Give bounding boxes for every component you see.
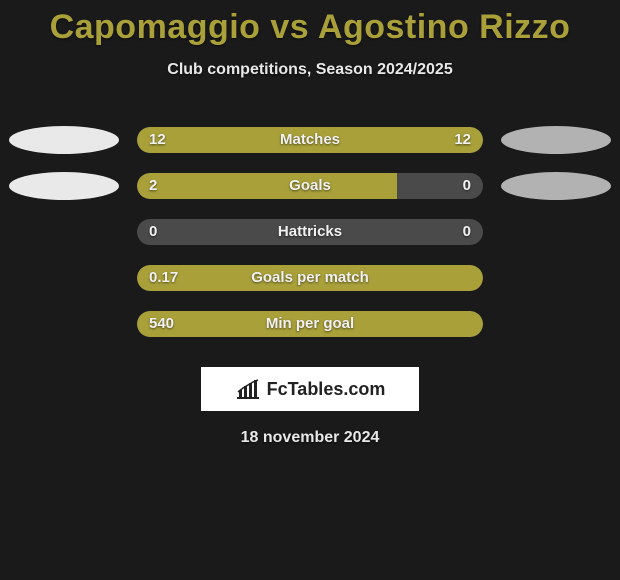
stat-label: Goals per match <box>251 265 369 291</box>
stat-label: Goals <box>289 173 331 199</box>
logo-text: FcTables.com <box>267 379 386 400</box>
stat-value-left: 12 <box>149 127 166 153</box>
stat-bar-matches: 12 Matches 12 <box>137 127 483 153</box>
stat-row-matches: 12 Matches 12 <box>0 117 620 163</box>
bar-chart-icon <box>235 378 261 400</box>
stat-bar-gpm: 0.17 Goals per match <box>137 265 483 291</box>
footer-date: 18 november 2024 <box>0 429 620 447</box>
player-left-oval <box>9 172 119 200</box>
player-right-oval <box>501 126 611 154</box>
player-left-oval <box>9 126 119 154</box>
stat-row-gpm: 0.17 Goals per match <box>0 255 620 301</box>
stat-value-left: 0 <box>149 219 157 245</box>
stat-row-minpg: 540 Min per goal <box>0 301 620 347</box>
bar-fill-left <box>137 173 397 199</box>
source-logo: FcTables.com <box>201 367 419 411</box>
stat-value-right: 0 <box>463 219 471 245</box>
stat-bar-goals: 2 Goals 0 <box>137 173 483 199</box>
stat-value-left: 540 <box>149 311 174 337</box>
stat-bar-minpg: 540 Min per goal <box>137 311 483 337</box>
stat-row-hattricks: 0 Hattricks 0 <box>0 209 620 255</box>
stat-value-left: 2 <box>149 173 157 199</box>
stat-row-goals: 2 Goals 0 <box>0 163 620 209</box>
stat-label: Min per goal <box>266 311 354 337</box>
stat-label: Hattricks <box>278 219 342 245</box>
stat-label: Matches <box>280 127 340 153</box>
stat-value-right: 0 <box>463 173 471 199</box>
stats-rows: 12 Matches 12 2 Goals 0 0 <box>0 117 620 347</box>
page-subtitle: Club competitions, Season 2024/2025 <box>0 61 620 79</box>
comparison-widget: Capomaggio vs Agostino Rizzo Club compet… <box>0 0 620 447</box>
stat-bar-hattricks: 0 Hattricks 0 <box>137 219 483 245</box>
stat-value-left: 0.17 <box>149 265 178 291</box>
page-title: Capomaggio vs Agostino Rizzo <box>0 8 620 47</box>
player-right-oval <box>501 172 611 200</box>
stat-value-right: 12 <box>454 127 471 153</box>
